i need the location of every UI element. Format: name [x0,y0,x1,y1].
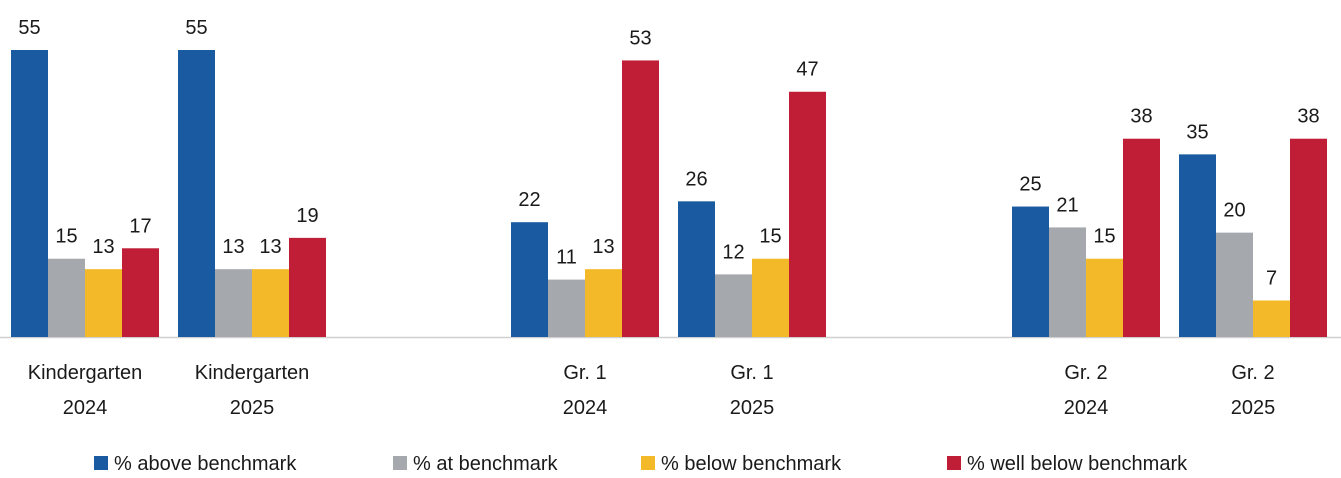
legend-label: % well below benchmark [967,453,1188,475]
bar [585,269,622,337]
category-label: 2025 [230,397,275,419]
data-label: 25 [1019,174,1041,196]
category-label: 2024 [1064,397,1109,419]
legend-label: % at benchmark [413,453,559,475]
bar [178,50,215,337]
bars-layer [11,50,1327,337]
legend-item: % above benchmark [94,453,297,475]
bar [678,201,715,337]
bar [85,269,122,337]
bar [1216,232,1253,337]
legend-item: % below benchmark [641,453,842,475]
category-label: Kindergarten [195,362,310,384]
data-label: 17 [129,215,151,237]
category-label: Gr. 1 [730,362,773,384]
data-label: 13 [259,236,281,258]
bar [122,248,159,337]
legend-label: % below benchmark [661,453,842,475]
data-label: 11 [556,247,577,269]
bar [511,222,548,337]
bar [1253,300,1290,337]
legend: % above benchmark % at benchmark % below b… [94,453,1188,475]
legend-swatch [641,456,655,470]
data-label: 20 [1223,200,1245,222]
category-label: Gr. 2 [1231,362,1274,384]
data-label: 35 [1186,121,1208,143]
category-label: Kindergarten [28,362,143,384]
data-label: 13 [222,236,244,258]
bar [548,279,585,337]
data-label: 15 [55,226,77,248]
legend-label: % above benchmark [114,453,297,475]
bar [48,258,85,337]
bar [1012,206,1049,337]
category-label: 2025 [1231,397,1276,419]
bar [11,50,48,337]
legend-item: % well below benchmark [947,453,1188,475]
data-label: 12 [722,241,744,263]
category-label: Gr. 2 [1064,362,1107,384]
data-label: 15 [759,226,781,248]
data-label: 21 [1056,194,1078,216]
legend-item: % at benchmark [393,453,559,475]
data-label: 38 [1297,106,1319,128]
bar [252,269,289,337]
legend-swatch [393,456,407,470]
bar [215,269,252,337]
category-label: Gr. 1 [563,362,606,384]
data-label: 53 [629,27,651,49]
legend-swatch [947,456,961,470]
bar [1049,227,1086,337]
legend-swatch [94,456,108,470]
bar [1290,138,1327,337]
bar [1123,138,1160,337]
data-label: 7 [1266,267,1277,289]
data-label: 26 [685,168,707,190]
bar [789,91,826,337]
data-label: 22 [518,189,540,211]
data-label: 38 [1130,106,1152,128]
data-label: 13 [92,236,114,258]
data-label: 55 [18,17,40,39]
category-label: 2025 [730,397,775,419]
data-label: 15 [1093,226,1115,248]
data-label: 13 [592,236,614,258]
bar [1179,154,1216,337]
category-labels-layer: Kindergarten 2024 Kindergarten 2025 Gr. 1 202… [28,362,1276,419]
category-label: 2024 [563,397,608,419]
bar [715,274,752,337]
data-label: 19 [296,205,318,227]
data-label: 55 [185,17,207,39]
bar [622,60,659,337]
bar [289,237,326,337]
value-labels-layer: 55 15 13 17 55 13 13 19 22 11 13 53 26 12 15 47 25 21 15 38… [18,17,1319,289]
data-label: 47 [796,59,818,81]
bar [1086,258,1123,337]
category-label: 2024 [63,397,108,419]
bar [752,258,789,337]
